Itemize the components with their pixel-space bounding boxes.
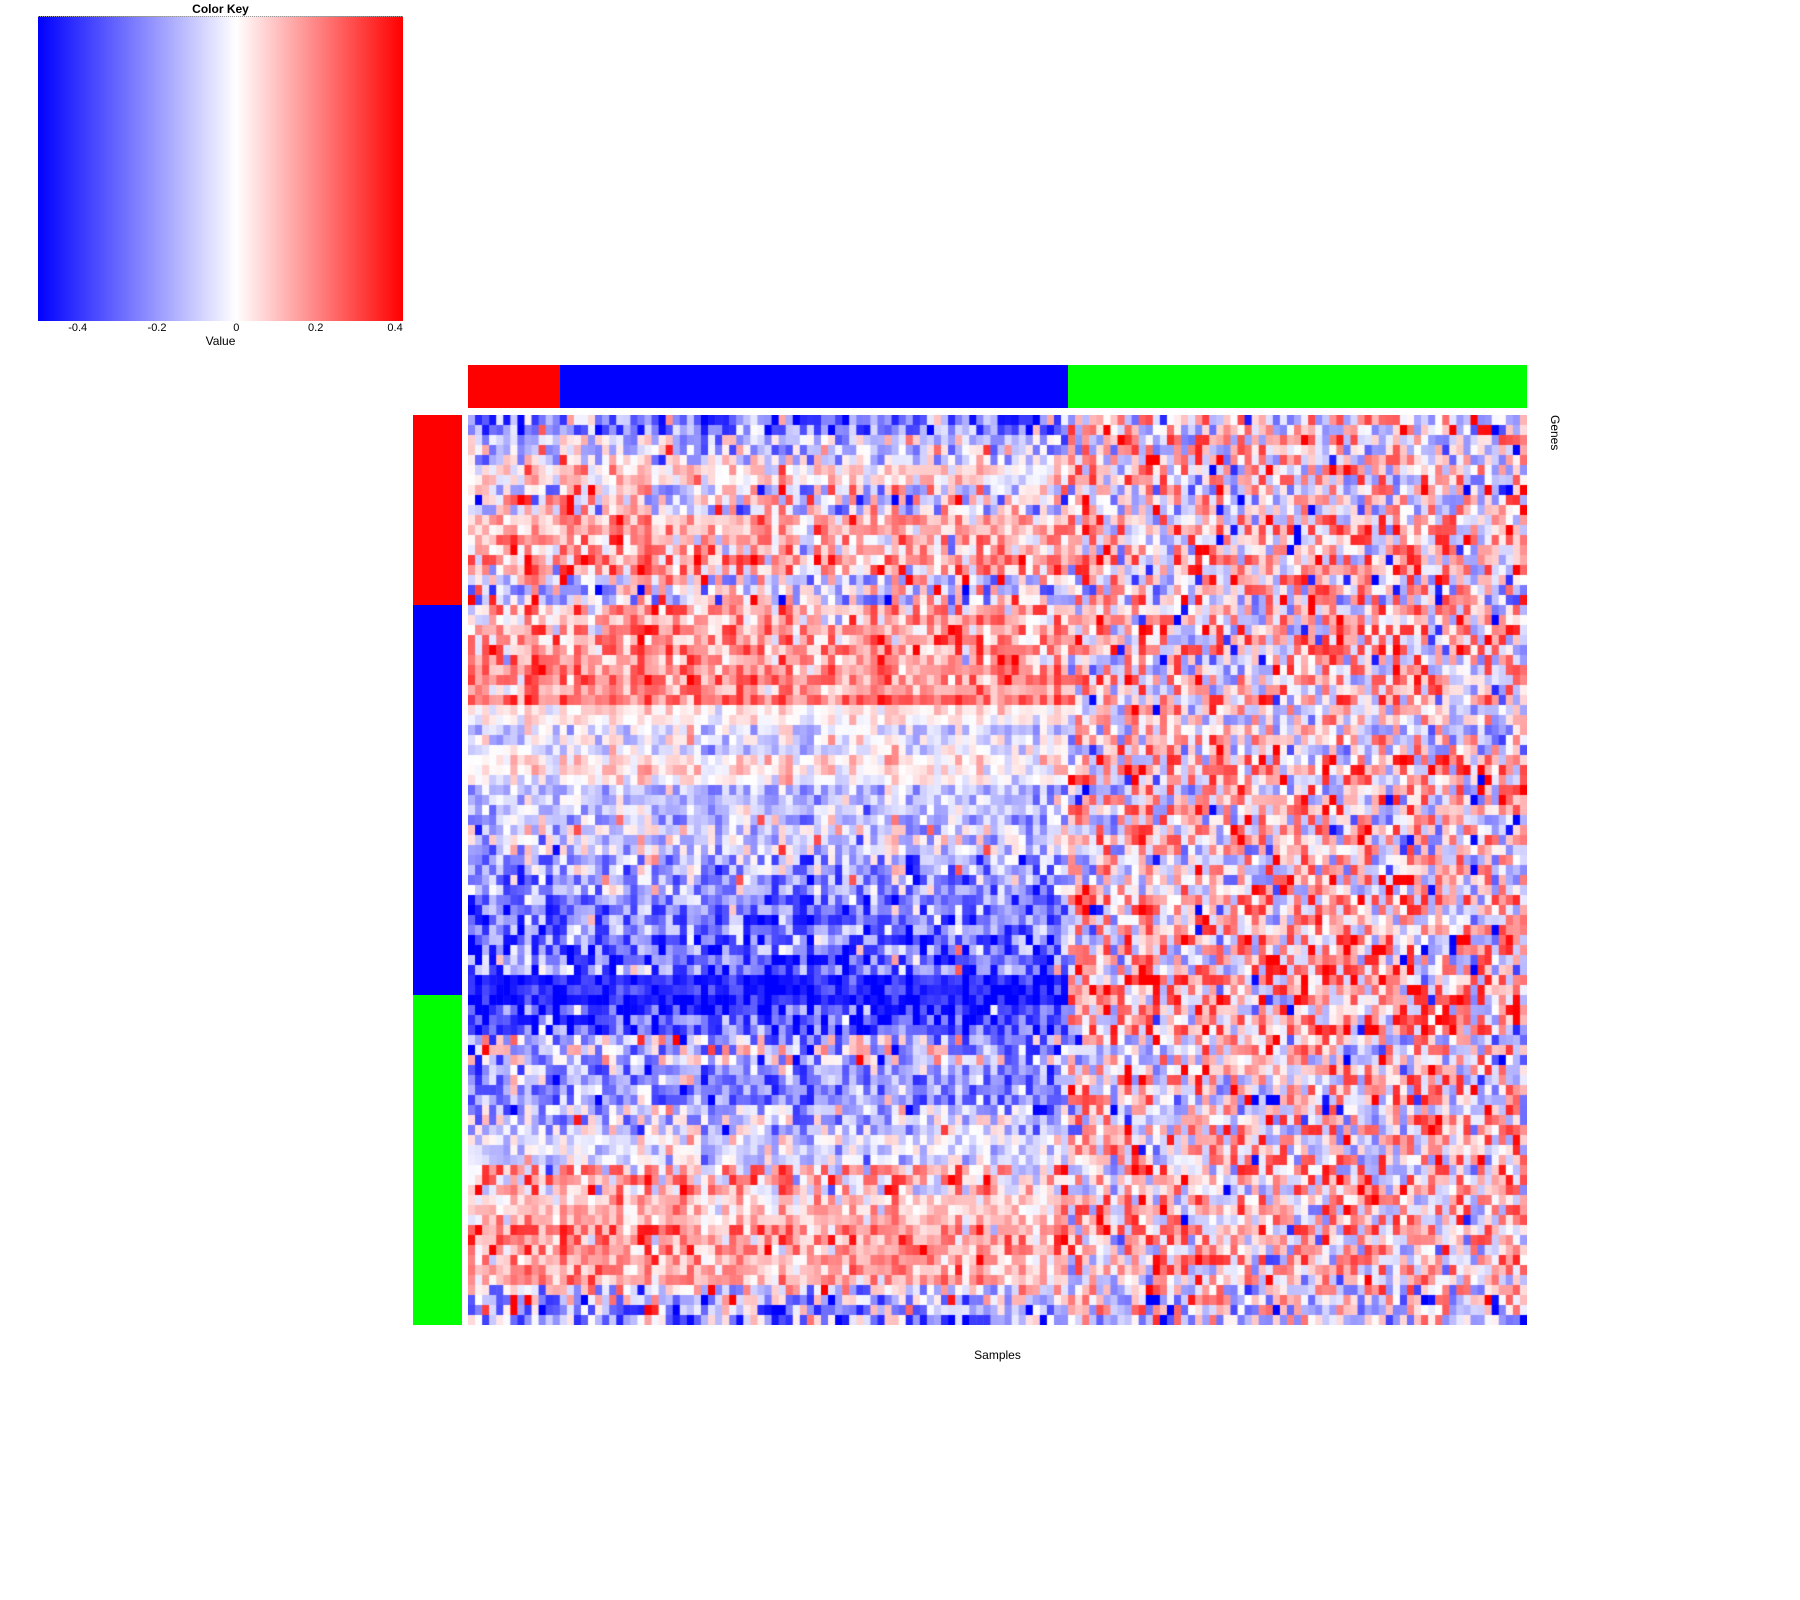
row-side-segment <box>413 415 462 605</box>
color-key-ticks: -0.4 -0.2 0 0.2 0.4 <box>38 322 403 336</box>
color-key-gradient <box>38 16 403 321</box>
heatmap-matrix <box>468 415 1527 1325</box>
color-key-tick-label: 0.2 <box>308 322 324 334</box>
x-axis-label: Samples <box>974 1348 1021 1362</box>
color-key-tick-label: -0.4 <box>68 322 88 334</box>
row-side-segment <box>413 605 462 995</box>
row-side-segment <box>413 995 462 1325</box>
col-side-colors <box>468 365 1527 408</box>
color-key-tick-label: -0.2 <box>147 322 167 334</box>
col-side-segment <box>559 365 1069 408</box>
col-side-segment <box>468 365 560 408</box>
color-key-tick-label: 0 <box>233 322 240 334</box>
col-side-segment <box>1068 365 1527 408</box>
color-key-value-label: Value <box>205 334 236 348</box>
row-side-colors <box>413 415 462 1325</box>
color-key-tick-label: 0.4 <box>387 322 403 334</box>
y-axis-label: Genes <box>1548 415 1562 451</box>
color-key-title: Color Key <box>192 2 249 16</box>
